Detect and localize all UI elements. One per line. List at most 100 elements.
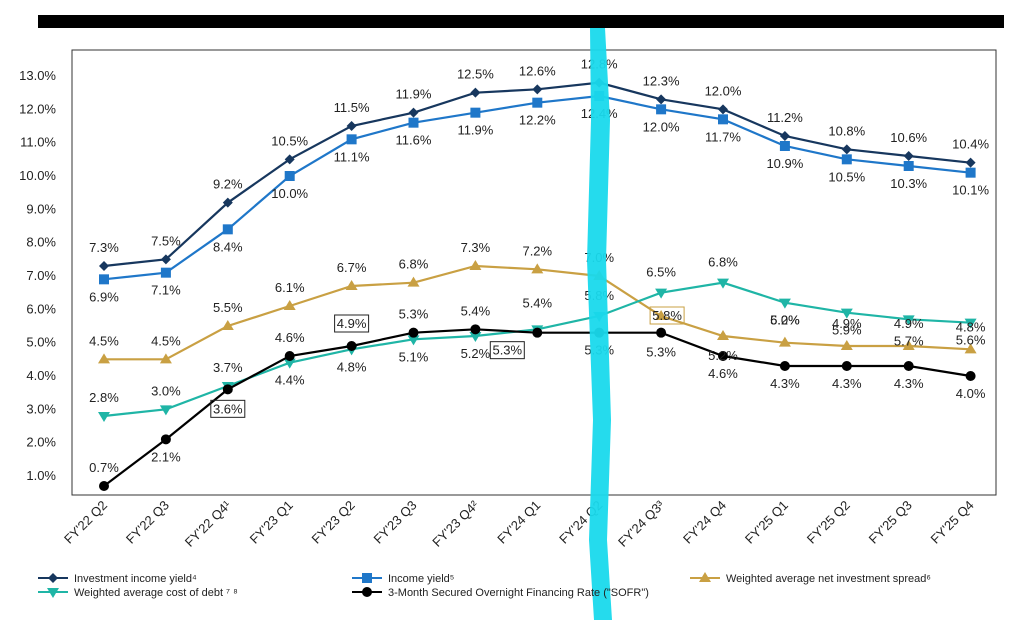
data-label: 9.2%: [213, 177, 243, 192]
data-label: 4.3%: [894, 376, 924, 391]
data-label: 3.7%: [213, 360, 243, 375]
y-tick-label: 10.0%: [19, 168, 56, 183]
data-label: 11.9%: [457, 123, 493, 138]
legend-swatch-marker: [362, 573, 372, 583]
series-point: [469, 332, 482, 342]
series-point: [284, 171, 295, 181]
data-label: 5.8%: [652, 308, 682, 323]
series-point: [532, 84, 543, 95]
header-bar: [38, 15, 1004, 28]
data-label: 4.5%: [89, 333, 119, 348]
legend-swatch-marker: [699, 572, 711, 582]
y-tick-label: 1.0%: [26, 468, 56, 483]
data-label: 4.9%: [894, 316, 924, 331]
series-point: [717, 278, 729, 289]
data-label: 10.0%: [271, 186, 308, 201]
x-tick-label: FY'24 Q4: [680, 498, 729, 547]
legend-entry: Investment income yield⁴: [38, 573, 197, 585]
series-point: [408, 327, 419, 338]
series-point: [407, 335, 420, 346]
x-tick-label: FY'23 Q1: [247, 498, 296, 547]
y-tick-label: 6.0%: [26, 301, 56, 316]
data-label: 8.4%: [213, 239, 243, 254]
data-label: 10.9%: [766, 156, 803, 171]
data-label: 6.9%: [89, 289, 119, 304]
series-point: [718, 351, 728, 361]
data-label: 6.8%: [708, 255, 738, 270]
series-point: [779, 361, 790, 371]
legend-swatch-marker: [47, 588, 59, 598]
data-label: 4.3%: [832, 376, 862, 391]
data-label: 6.7%: [337, 260, 367, 275]
series-point: [160, 434, 171, 445]
data-label: 4.9%: [337, 316, 367, 331]
y-tick-label: 3.0%: [26, 401, 56, 416]
data-label: 12.0%: [643, 119, 680, 134]
data-label: 0.7%: [89, 460, 119, 475]
series-point: [655, 310, 668, 320]
x-tick-label: FY'23 Q2: [309, 498, 358, 547]
data-label: 4.5%: [151, 333, 181, 348]
data-label: 10.3%: [890, 176, 927, 191]
legend-swatch-marker: [362, 587, 372, 597]
x-tick-label: FY'22 Q4¹: [182, 497, 235, 550]
series-point: [407, 276, 420, 287]
series-point: [99, 274, 109, 285]
series-point: [840, 308, 853, 319]
data-label: 4.9%: [832, 316, 862, 331]
data-label: 11.5%: [334, 100, 370, 115]
data-label: 7.1%: [151, 283, 181, 298]
series-point: [778, 336, 791, 347]
series-point: [284, 154, 295, 165]
series-point: [470, 324, 481, 335]
y-tick-label: 11.0%: [20, 135, 56, 150]
series-point: [779, 131, 790, 141]
data-label: 4.6%: [275, 330, 305, 345]
series-point: [283, 300, 296, 310]
data-label: 7.5%: [151, 233, 181, 248]
data-label: 5.4%: [461, 303, 491, 318]
data-label: 5.5%: [213, 300, 243, 315]
y-tick-label: 7.0%: [26, 268, 56, 283]
series-point: [221, 320, 234, 330]
data-label: 6.1%: [275, 280, 305, 295]
legend-label: Weighted average net investment spread⁶: [726, 573, 931, 585]
series-point: [718, 114, 728, 125]
series-point: [346, 341, 357, 351]
data-label-box: [489, 341, 525, 360]
data-label: 7.3%: [461, 240, 491, 255]
series-point: [718, 104, 728, 115]
legend-entry: Weighted average net investment spread⁶: [690, 572, 931, 585]
series-point: [656, 327, 667, 338]
series-point: [408, 107, 419, 118]
data-label: 6.5%: [646, 265, 676, 280]
data-label: 11.7%: [705, 129, 741, 144]
series-0: [99, 77, 976, 271]
series-4: [99, 324, 976, 491]
series-point: [903, 361, 914, 371]
x-tick-label: FY'22 Q2: [61, 498, 110, 547]
legend-label: Weighted average cost of debt ⁷ ⁸: [74, 587, 238, 599]
data-label: 5.1%: [399, 349, 429, 364]
series-point: [965, 167, 976, 178]
y-tick-label: 2.0%: [26, 435, 56, 450]
data-label: 5.2%: [708, 348, 738, 363]
y-axis: 1.0% 2.0% 3.0% 4.0% 5.0% 6.0% 7.0% 8.0% 9.0% 10.0…: [19, 68, 56, 483]
data-label: 4.8%: [956, 319, 986, 334]
series-point: [964, 318, 977, 329]
data-label: 4.4%: [275, 373, 305, 388]
series-point: [160, 254, 171, 265]
series-point: [965, 371, 976, 381]
data-label: 5.9%: [832, 323, 862, 338]
data-label: 5.6%: [956, 333, 986, 348]
series-point: [470, 87, 481, 98]
data-label: 11.1%: [334, 149, 370, 164]
data-label: 5.3%: [646, 345, 676, 360]
series-layer: [98, 77, 977, 491]
series-point: [408, 117, 419, 128]
series-2: [98, 260, 977, 364]
series-point: [717, 330, 729, 340]
series-point: [469, 260, 482, 270]
data-label: 4.0%: [956, 386, 986, 401]
